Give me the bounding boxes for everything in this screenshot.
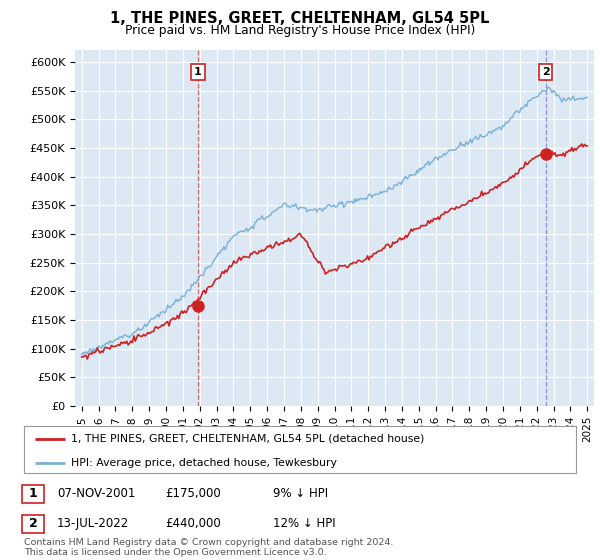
Text: 1, THE PINES, GREET, CHELTENHAM, GL54 5PL (detached house): 1, THE PINES, GREET, CHELTENHAM, GL54 5P… xyxy=(71,434,424,444)
Text: £175,000: £175,000 xyxy=(165,487,221,501)
Text: HPI: Average price, detached house, Tewkesbury: HPI: Average price, detached house, Tewk… xyxy=(71,458,337,468)
Text: 9% ↓ HPI: 9% ↓ HPI xyxy=(273,487,328,501)
Text: 1, THE PINES, GREET, CHELTENHAM, GL54 5PL: 1, THE PINES, GREET, CHELTENHAM, GL54 5P… xyxy=(110,11,490,26)
Text: 1: 1 xyxy=(29,487,37,501)
Text: 2: 2 xyxy=(29,517,37,530)
Text: £440,000: £440,000 xyxy=(165,517,221,530)
Text: Price paid vs. HM Land Registry's House Price Index (HPI): Price paid vs. HM Land Registry's House … xyxy=(125,24,475,36)
Text: 2: 2 xyxy=(542,67,550,77)
Text: 1: 1 xyxy=(194,67,202,77)
Text: 13-JUL-2022: 13-JUL-2022 xyxy=(57,517,129,530)
Text: 12% ↓ HPI: 12% ↓ HPI xyxy=(273,517,335,530)
Text: 07-NOV-2001: 07-NOV-2001 xyxy=(57,487,136,501)
Text: Contains HM Land Registry data © Crown copyright and database right 2024.
This d: Contains HM Land Registry data © Crown c… xyxy=(24,538,394,557)
